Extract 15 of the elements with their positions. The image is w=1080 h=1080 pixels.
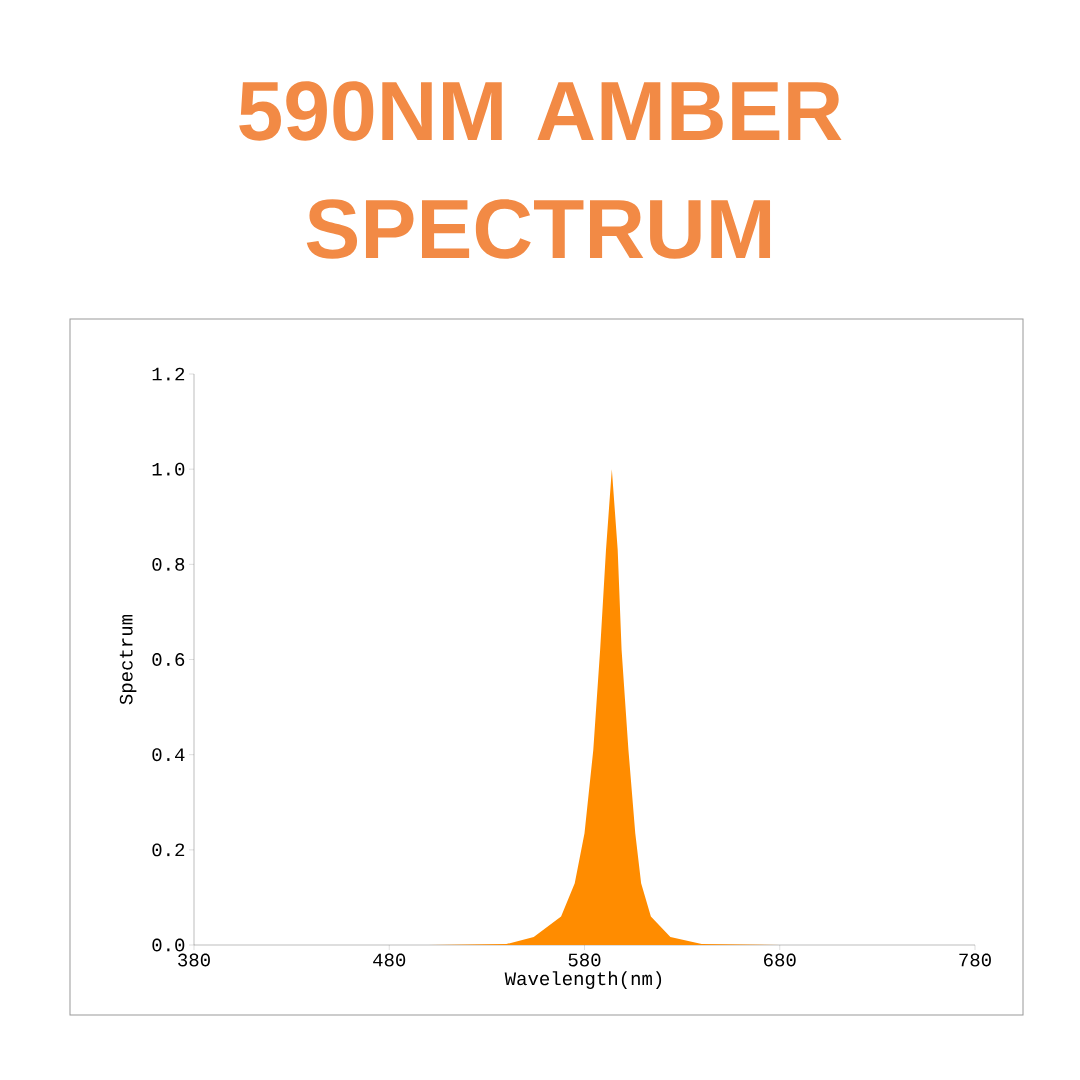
x-tick-label: 580 [568, 953, 601, 967]
y-tick-label: 1.2 [152, 367, 185, 381]
y-tick-label: 0.4 [152, 748, 185, 762]
y-tick-label: 0.2 [152, 843, 185, 857]
x-tick-label: 780 [959, 953, 991, 967]
x-tick-label: 480 [373, 953, 406, 967]
y-tick-label: 0.6 [152, 653, 185, 666]
x-tick-label: 680 [764, 953, 796, 967]
x-axis-title: Wavelength(nm) [504, 971, 662, 990]
y-tick-label: 0.0 [152, 938, 185, 952]
y-axis-title: Spectrum [119, 614, 137, 705]
y-tick-label: 1.0 [152, 462, 185, 476]
x-tick-label: 380 [178, 953, 210, 967]
y-tick-label: 0.8 [152, 557, 185, 571]
chart-title: 590NM AMBER SPECTRUM [239, 81, 842, 259]
